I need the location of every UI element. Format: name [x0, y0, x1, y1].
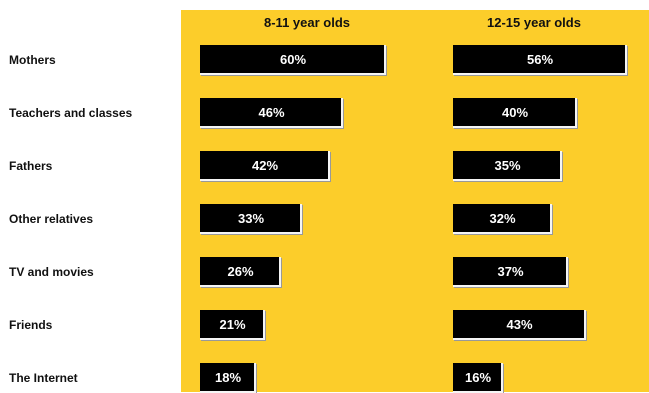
bar-value-12-15-year-olds-other-relatives: 32%	[489, 211, 516, 226]
bar-12-15-year-olds-friends	[453, 310, 586, 340]
bar-12-15-year-olds-teachers-and-classes	[453, 98, 577, 128]
category-label-fathers: Fathers	[9, 159, 53, 173]
category-label-teachers-and-classes: Teachers and classes	[9, 106, 133, 120]
bar-value-8-11-year-olds-friends: 21%	[219, 317, 246, 332]
bar-8-11-year-olds-other-relatives	[200, 204, 302, 234]
series-label-12-15-year-olds: 12-15 year olds	[487, 15, 581, 30]
bar-8-11-year-olds-friends	[200, 310, 265, 340]
category-label-mothers: Mothers	[9, 53, 56, 67]
bar-8-11-year-olds-fathers	[200, 151, 330, 181]
category-label-tv-and-movies: TV and movies	[9, 265, 94, 279]
bar-8-11-year-olds-mothers	[200, 45, 386, 75]
bar-value-12-15-year-olds-fathers: 35%	[494, 158, 521, 173]
bar-value-8-11-year-olds-mothers: 60%	[279, 52, 307, 67]
category-label-the-internet: The Internet	[9, 371, 78, 385]
bar-8-11-year-olds-tv-and-movies	[200, 257, 281, 287]
bar-value-12-15-year-olds-mothers: 56%	[526, 52, 554, 67]
bar-value-8-11-year-olds-teachers-and-classes: 46%	[258, 105, 285, 120]
bar-12-15-year-olds-fathers	[453, 151, 562, 181]
bar-value-8-11-year-olds-fathers: 42%	[251, 158, 279, 173]
bar-value-8-11-year-olds-the-internet: 18%	[214, 370, 242, 385]
bar-value-12-15-year-olds-teachers-and-classes: 40%	[501, 105, 529, 120]
bar-value-12-15-year-olds-tv-and-movies: 37%	[497, 264, 524, 279]
category-label-other-relatives: Other relatives	[9, 212, 94, 226]
bar-8-11-year-olds-teachers-and-classes	[200, 98, 343, 128]
bar-value-12-15-year-olds-the-internet: 16%	[464, 370, 492, 385]
bar-12-15-year-olds-mothers	[453, 45, 627, 75]
series-label-8-11-year-olds: 8-11 year olds	[264, 15, 350, 30]
category-label-friends: Friends	[9, 318, 53, 332]
bar-value-8-11-year-olds-tv-and-movies: 26%	[227, 264, 254, 279]
bar-value-12-15-year-olds-friends: 43%	[506, 317, 533, 332]
bar-value-8-11-year-olds-other-relatives: 33%	[237, 211, 265, 226]
bar-12-15-year-olds-tv-and-movies	[453, 257, 568, 287]
bar-12-15-year-olds-other-relatives	[453, 204, 552, 234]
